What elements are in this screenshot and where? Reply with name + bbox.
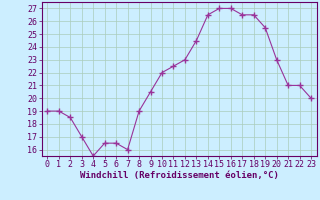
X-axis label: Windchill (Refroidissement éolien,°C): Windchill (Refroidissement éolien,°C) <box>80 171 279 180</box>
